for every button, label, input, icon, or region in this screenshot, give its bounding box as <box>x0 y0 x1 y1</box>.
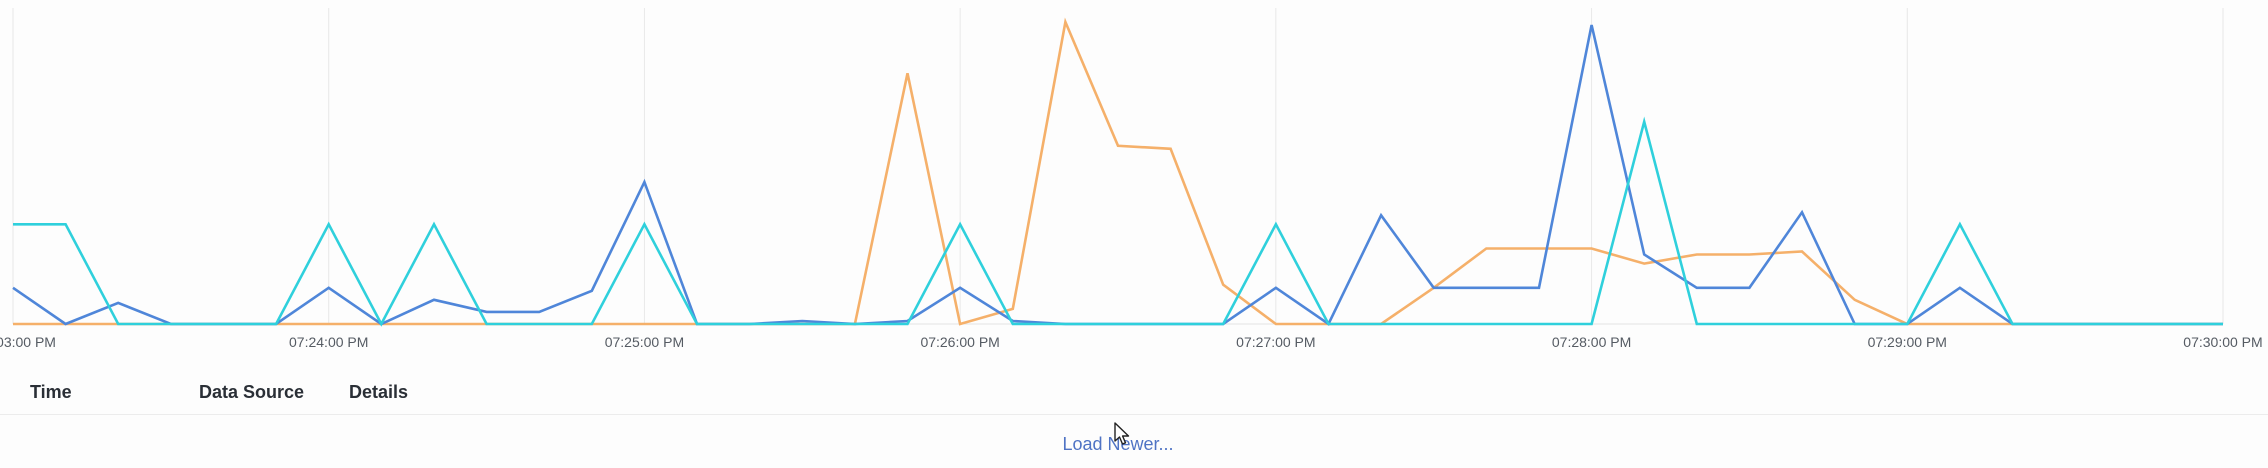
timeline-chart: 03:00 PM 07:24:00 PM 07:25:00 PM 07:26:00 P… <box>0 8 2263 350</box>
x-tick-label: 07:28:00 PM <box>1552 334 1631 350</box>
series-line-2 <box>12 24 2223 326</box>
series-line-3 <box>13 116 2223 327</box>
chart-series <box>12 17 2223 327</box>
x-tick-label: 07:30:00 PM <box>2183 334 2262 350</box>
x-tick-label: 07:24:00 PM <box>289 334 368 350</box>
x-tick-label: 07:26:00 PM <box>920 334 999 350</box>
cursor-arrow-icon <box>1114 422 1130 445</box>
column-header-time[interactable]: Time <box>30 382 72 402</box>
x-tick-label: 07:29:00 PM <box>1868 334 1947 350</box>
series-line-1 <box>13 17 2223 326</box>
x-tick-label: 07:27:00 PM <box>1236 334 1315 350</box>
load-newer-link[interactable]: Load Newer... <box>1062 434 1174 454</box>
chart-gridlines <box>12 8 2224 325</box>
column-header-details[interactable]: Details <box>349 382 409 402</box>
column-header-data-source[interactable]: Data Source <box>199 382 305 402</box>
x-tick-label: 07:25:00 PM <box>605 334 684 350</box>
events-table-header: Time Data Source Details <box>0 368 2268 415</box>
x-axis-ticks: 03:00 PM 07:24:00 PM 07:25:00 PM 07:26:00 P… <box>0 334 2263 350</box>
x-tick-label: 03:00 PM <box>0 334 56 350</box>
